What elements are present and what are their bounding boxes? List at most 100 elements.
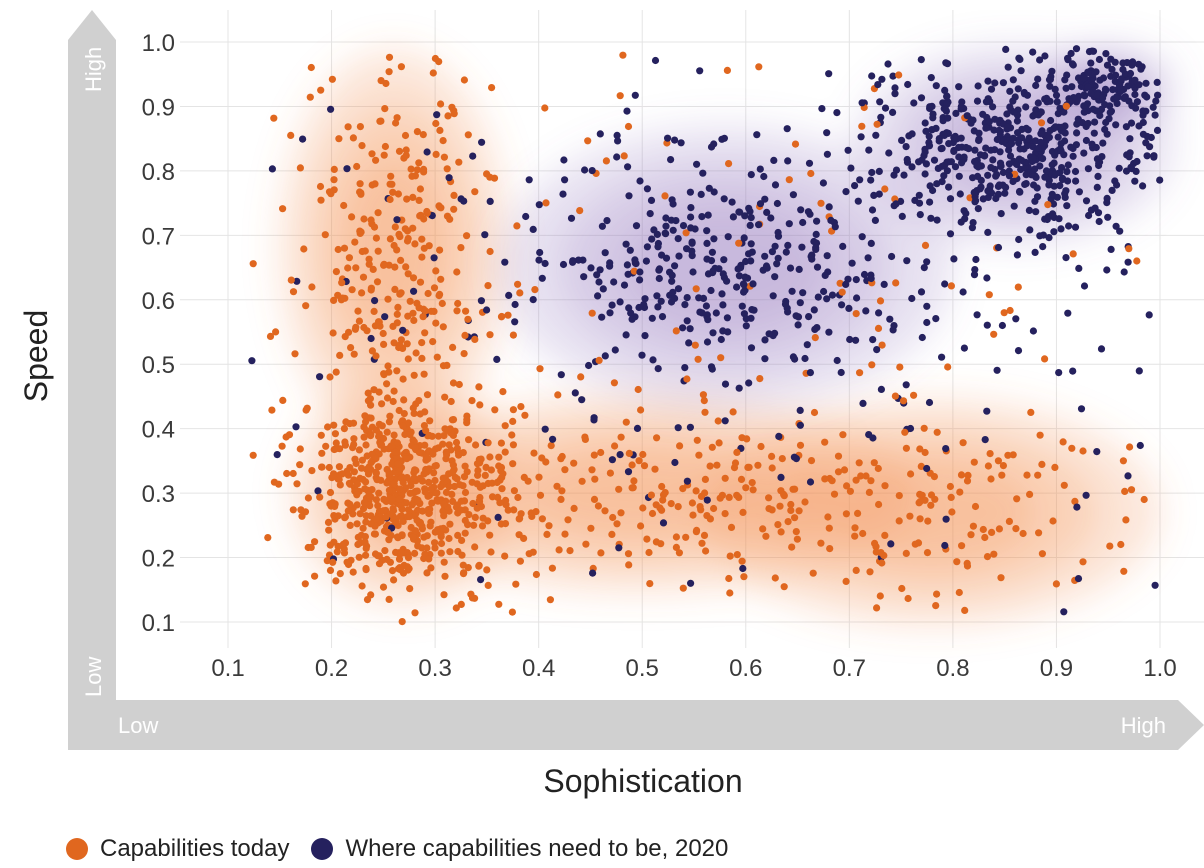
point-today [374, 463, 382, 471]
point-today [435, 58, 443, 66]
point-2020 [770, 156, 778, 164]
point-today [713, 461, 721, 469]
point-today [656, 504, 664, 512]
point-2020 [704, 316, 712, 324]
point-2020 [747, 171, 755, 179]
point-2020 [938, 353, 946, 361]
legend-item-today: Capabilities today [66, 835, 289, 863]
point-today [418, 354, 426, 362]
point-2020 [987, 85, 996, 93]
point-2020 [1006, 87, 1014, 95]
point-today [834, 468, 843, 476]
point-today [738, 557, 746, 565]
point-today [349, 134, 357, 142]
point-2020 [1080, 91, 1088, 99]
point-today [354, 307, 362, 315]
point-2020 [720, 195, 728, 203]
point-2020 [944, 114, 952, 122]
point-today [963, 559, 971, 568]
point-2020 [669, 288, 677, 296]
point-today [440, 500, 448, 508]
point-2020 [671, 294, 679, 302]
point-today [948, 508, 956, 516]
point-2020 [868, 168, 876, 177]
point-2020 [991, 79, 999, 87]
point-today [622, 418, 630, 426]
point-2020 [327, 105, 335, 113]
point-2020 [1112, 71, 1120, 79]
point-2020 [1041, 52, 1049, 60]
point-2020 [642, 257, 651, 265]
point-today [445, 482, 453, 491]
point-2020 [1022, 171, 1030, 179]
point-2020 [891, 90, 899, 98]
point-2020 [747, 240, 755, 248]
point-2020 [646, 210, 654, 218]
point-2020 [858, 233, 866, 241]
point-2020 [794, 321, 802, 329]
point-2020 [958, 159, 966, 167]
point-today [332, 439, 340, 447]
point-today [431, 544, 439, 552]
point-2020 [987, 164, 995, 172]
point-2020 [1082, 136, 1090, 145]
point-today [425, 478, 433, 486]
point-today [402, 146, 410, 154]
point-2020 [1104, 213, 1112, 221]
point-today [431, 476, 439, 485]
point-today [749, 486, 757, 494]
point-today [306, 93, 314, 101]
point-2020 [1126, 69, 1135, 78]
point-2020 [535, 256, 543, 264]
point-2020 [791, 355, 799, 363]
point-today [371, 180, 379, 188]
point-2020 [934, 164, 942, 172]
point-2020 [784, 308, 792, 316]
point-2020 [950, 147, 958, 155]
point-today [459, 561, 467, 569]
point-2020 [975, 129, 983, 137]
point-today [436, 290, 444, 298]
point-today [455, 451, 463, 459]
point-today [1027, 408, 1035, 416]
point-today [457, 506, 465, 514]
point-today [393, 114, 401, 122]
point-2020 [902, 381, 910, 389]
point-2020 [1016, 188, 1024, 196]
point-today [354, 540, 362, 549]
point-2020 [1107, 245, 1115, 253]
x-tick-label-0: 0.1 [211, 655, 244, 682]
point-today [390, 480, 398, 488]
point-2020 [683, 245, 691, 253]
point-today [450, 110, 458, 118]
point-2020 [857, 133, 865, 141]
point-2020 [833, 109, 841, 117]
point-today [409, 274, 418, 282]
point-2020 [740, 234, 748, 242]
point-today [289, 288, 298, 296]
point-2020 [688, 239, 696, 247]
point-today [648, 509, 657, 518]
point-today [904, 594, 912, 603]
point-2020 [685, 339, 693, 347]
point-today [878, 341, 886, 349]
point-2020 [1127, 119, 1136, 127]
point-2020 [481, 231, 489, 239]
y-tick-label-1: 0.2 [142, 546, 175, 573]
point-2020 [1009, 134, 1017, 142]
point-today [386, 235, 394, 243]
point-today [266, 332, 275, 340]
x-tick-label-6: 0.7 [833, 655, 866, 682]
point-2020 [1131, 76, 1139, 84]
point-today [613, 520, 621, 528]
point-2020 [1002, 183, 1010, 191]
point-2020 [668, 277, 676, 285]
point-today [959, 439, 967, 447]
point-2020 [1065, 222, 1073, 230]
point-today [366, 395, 374, 403]
point-today [528, 512, 536, 521]
point-today [350, 350, 358, 358]
point-2020 [636, 276, 644, 284]
point-2020 [851, 182, 859, 190]
point-2020 [423, 148, 431, 156]
